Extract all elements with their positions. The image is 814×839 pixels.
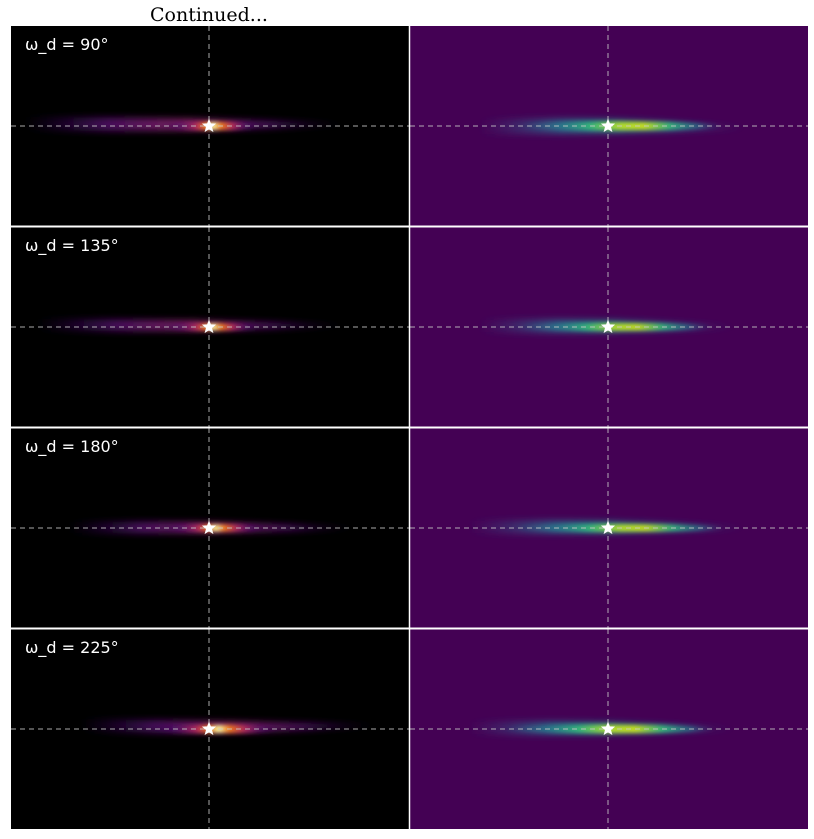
panel-label-omega-90: ω_d = 90°: [25, 35, 109, 55]
star-marker-r3-inferno: [201, 520, 217, 535]
panel-label-omega-225: ω_d = 225°: [25, 638, 119, 658]
star-marker-r4-inferno: [201, 721, 217, 736]
panel-label-omega-180: ω_d = 180°: [25, 437, 119, 457]
star-marker-r2-inferno: [201, 319, 217, 334]
star-marker-r1-viridis: [600, 118, 616, 133]
figure-caption: Continued...: [150, 4, 268, 26]
panel-label-omega-135: ω_d = 135°: [25, 236, 119, 256]
star-marker-r2-viridis: [600, 319, 616, 334]
emission-core-r2-viridis: [520, 323, 710, 331]
emission-core-r4-inferno: [151, 725, 281, 733]
star-marker-r4-viridis: [600, 721, 616, 736]
star-marker-r1-inferno: [201, 118, 217, 133]
panel-grid: ω_d = 90° ω_d = 135° ω_d = 180° ω_d = 225°: [11, 26, 808, 830]
star-marker-r3-viridis: [600, 520, 616, 535]
